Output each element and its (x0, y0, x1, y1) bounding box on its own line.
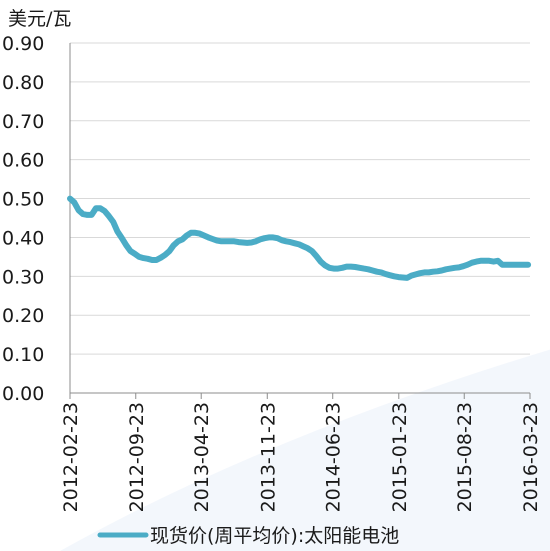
x-tick-label: 2013-11-23 (257, 402, 279, 512)
x-tick-label: 2012-09-23 (126, 402, 148, 512)
y-tick-label: 0.60 (2, 150, 44, 172)
x-axis-ticks: 2012-02-23 2012-09-23 2013-04-23 2013-11-23… (60, 393, 542, 512)
y-tick-label: 0.20 (2, 305, 44, 327)
y-tick-label: 0.10 (2, 344, 44, 366)
y-tick-label: 0.70 (2, 111, 44, 133)
legend: 现货价(周平均价):太阳能电池 (97, 525, 399, 547)
y-tick-label: 0.00 (2, 383, 44, 405)
y-tick-label: 0.50 (2, 189, 44, 211)
y-tick-label: 0.30 (2, 266, 44, 288)
y-tick-label: 0.40 (2, 227, 44, 249)
x-tick-label: 2015-01-23 (389, 402, 411, 512)
y-tick-label: 0.80 (2, 72, 44, 94)
legend-label: 现货价(周平均价):太阳能电池 (150, 525, 399, 547)
x-tick-label: 2016-03-23 (520, 402, 542, 512)
x-tick-label: 2015-08-23 (454, 402, 476, 512)
series-line (67, 195, 532, 281)
y-axis-unit-label: 美元/瓦 (8, 8, 71, 30)
watermark-swoosh (60, 349, 550, 551)
y-tick-label: 0.90 (2, 33, 44, 55)
series-layer (67, 195, 532, 281)
x-tick-label: 2012-02-23 (60, 402, 82, 512)
x-tick-label: 2014-06-23 (323, 402, 345, 512)
grid (69, 42, 530, 394)
y-axis-ticks: 0.00 0.10 0.20 0.30 0.40 0.50 0.60 0.70 0.80 0.90 (2, 33, 44, 405)
x-tick-label: 2013-04-23 (191, 402, 213, 512)
